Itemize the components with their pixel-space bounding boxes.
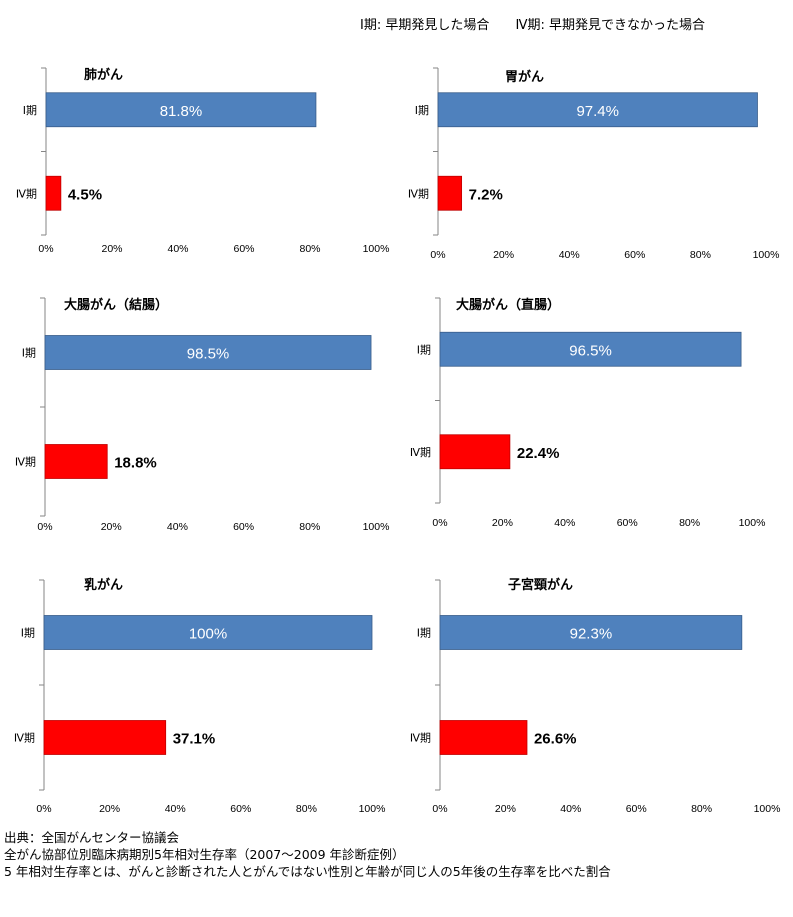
bar-stage1 bbox=[45, 92, 317, 128]
bar-stage4 bbox=[439, 434, 511, 470]
chart-lung: 肺がん Ⅰ期 81.8% Ⅳ期 4.5% 0% 20% 40% 60% 80% 100% bbox=[0, 60, 390, 270]
tick-label: 20% bbox=[492, 517, 513, 529]
bar-stage4 bbox=[439, 720, 528, 755]
category-label: Ⅳ期 bbox=[410, 446, 431, 459]
chart-svg: Ⅰ期 97.4% Ⅳ期 7.2% 0% 20% 40% 60% 80% 100% bbox=[408, 67, 780, 261]
category-label: Ⅰ期 bbox=[23, 104, 37, 117]
chart-title: 大腸がん（直腸） bbox=[456, 298, 561, 313]
data-label: 26.6% bbox=[534, 731, 577, 748]
data-label: 98.5% bbox=[187, 346, 230, 363]
data-label: 22.4% bbox=[517, 445, 560, 462]
tick-label: 20% bbox=[101, 521, 122, 533]
tick-label: 60% bbox=[626, 803, 647, 815]
tick-label: 80% bbox=[299, 243, 320, 255]
chart-stomach: 胃がん Ⅰ期 97.4% Ⅳ期 7.2% 0% 20% 40% 60% 80% 100% bbox=[400, 60, 790, 270]
legend: Ⅰ期: 早期発見した場合 Ⅳ期: 早期発見できなかった場合 bbox=[360, 14, 780, 33]
tick-label: 40% bbox=[560, 803, 581, 815]
tick-label: 40% bbox=[165, 803, 186, 815]
category-label: Ⅳ期 bbox=[14, 732, 35, 745]
tick-label: 100% bbox=[359, 803, 386, 815]
category-label: Ⅰ期 bbox=[22, 347, 36, 360]
data-label: 7.2% bbox=[469, 186, 503, 203]
chart-svg: Ⅰ期 81.8% Ⅳ期 4.5% 0% 20% 40% 60% 80% 100% bbox=[16, 67, 390, 255]
chart-title: 乳がん bbox=[84, 578, 124, 593]
bar-stage4 bbox=[44, 444, 108, 479]
chart-title: 胃がん bbox=[505, 70, 545, 85]
tick-label: 100% bbox=[753, 249, 780, 261]
chart-title: 子宮頸がん bbox=[508, 578, 574, 593]
category-label: Ⅳ期 bbox=[410, 732, 431, 745]
source-line-3: 5 年相対生存率とは、がんと診断された人とがんではない性別と年齢が同じ人の5年後… bbox=[4, 864, 611, 879]
tick-label: 40% bbox=[554, 517, 575, 529]
tick-label: 80% bbox=[690, 249, 711, 261]
category-label: Ⅳ期 bbox=[15, 456, 36, 469]
tick-label: 0% bbox=[36, 803, 51, 815]
tick-label: 0% bbox=[432, 803, 447, 815]
bar-stage4 bbox=[43, 720, 167, 755]
tick-label: 100% bbox=[363, 243, 390, 255]
category-label: Ⅰ期 bbox=[21, 627, 35, 640]
legend-stage4: Ⅳ期: 早期発見できなかった場合 bbox=[515, 18, 706, 33]
category-label: Ⅳ期 bbox=[408, 187, 429, 200]
data-label: 37.1% bbox=[173, 731, 216, 748]
data-label: 96.5% bbox=[569, 342, 612, 359]
tick-label: 20% bbox=[99, 803, 120, 815]
tick-label: 60% bbox=[230, 803, 251, 815]
tick-label: 40% bbox=[167, 243, 188, 255]
chart-svg: Ⅰ期 92.3% Ⅳ期 26.6% 0% 20% 40% 60% 80% 100% bbox=[410, 579, 781, 815]
tick-label: 20% bbox=[101, 243, 122, 255]
tick-label: 60% bbox=[617, 517, 638, 529]
bar-stage1 bbox=[44, 335, 372, 370]
tick-label: 100% bbox=[739, 517, 766, 529]
data-label: 100% bbox=[189, 626, 227, 643]
source-note: 出典：全国がんセンター協議会 全がん協部位別臨床病期別5年相対生存率（2007〜… bbox=[4, 829, 611, 880]
tick-label: 80% bbox=[691, 803, 712, 815]
tick-label: 80% bbox=[679, 517, 700, 529]
tick-label: 20% bbox=[495, 803, 516, 815]
chart-cervix: 子宮頸がん Ⅰ期 92.3% Ⅳ期 26.6% 0% 20% 40% 60% 80% 100% bbox=[400, 570, 790, 820]
tick-label: 80% bbox=[296, 803, 317, 815]
tick-label: 100% bbox=[363, 521, 390, 533]
chart-svg: Ⅰ期 98.5% Ⅳ期 18.8% 0% 20% 40% 60% 80% 100% bbox=[15, 297, 390, 533]
data-label: 4.5% bbox=[68, 186, 102, 203]
tick-label: 0% bbox=[430, 249, 445, 261]
chart-title: 大腸がん（結腸） bbox=[64, 298, 169, 313]
chart-colon: 大腸がん（結腸） Ⅰ期 98.5% Ⅳ期 18.8% 0% 20% 40% 60% 80% 100… bbox=[0, 288, 390, 536]
tick-label: 0% bbox=[38, 243, 53, 255]
source-line-1: 出典：全国がんセンター協議会 bbox=[4, 830, 180, 845]
chart-title: 肺がん bbox=[84, 68, 124, 83]
tick-label: 40% bbox=[167, 521, 188, 533]
tick-label: 40% bbox=[559, 249, 580, 261]
data-label: 97.4% bbox=[576, 103, 619, 120]
source-line-2: 全がん協部位別臨床病期別5年相対生存率（2007〜2009 年診断症例） bbox=[4, 847, 405, 862]
category-label: Ⅰ期 bbox=[415, 104, 429, 117]
category-label: Ⅰ期 bbox=[417, 343, 431, 356]
bar-stage1 bbox=[439, 331, 742, 367]
tick-label: 60% bbox=[233, 521, 254, 533]
tick-label: 100% bbox=[754, 803, 781, 815]
bar-stage4 bbox=[437, 175, 463, 211]
bar-stage1 bbox=[43, 615, 373, 650]
tick-label: 0% bbox=[37, 521, 52, 533]
tick-label: 80% bbox=[299, 521, 320, 533]
tick-label: 0% bbox=[432, 517, 447, 529]
legend-stage1: Ⅰ期: 早期発見した場合 bbox=[360, 18, 490, 33]
chart-rectum: 大腸がん（直腸） Ⅰ期 96.5% Ⅳ期 22.4% 0% 20% 40% 60% 80% 100… bbox=[400, 288, 790, 536]
bar-stage1 bbox=[439, 615, 743, 650]
tick-label: 20% bbox=[493, 249, 514, 261]
data-label: 18.8% bbox=[114, 455, 157, 472]
data-label: 92.3% bbox=[570, 626, 613, 643]
data-label: 81.8% bbox=[160, 103, 203, 120]
category-label: Ⅳ期 bbox=[16, 187, 37, 200]
chart-breast: 乳がん Ⅰ期 100% Ⅳ期 37.1% 0% 20% 40% 60% 80% 100% bbox=[0, 570, 390, 820]
tick-label: 60% bbox=[624, 249, 645, 261]
chart-svg: Ⅰ期 100% Ⅳ期 37.1% 0% 20% 40% 60% 80% 100% bbox=[14, 579, 386, 815]
chart-svg: Ⅰ期 96.5% Ⅳ期 22.4% 0% 20% 40% 60% 80% 100% bbox=[410, 297, 766, 529]
bar-stage1 bbox=[437, 92, 758, 128]
category-label: Ⅰ期 bbox=[417, 627, 431, 640]
bar-stage4 bbox=[45, 175, 62, 211]
tick-label: 60% bbox=[233, 243, 254, 255]
